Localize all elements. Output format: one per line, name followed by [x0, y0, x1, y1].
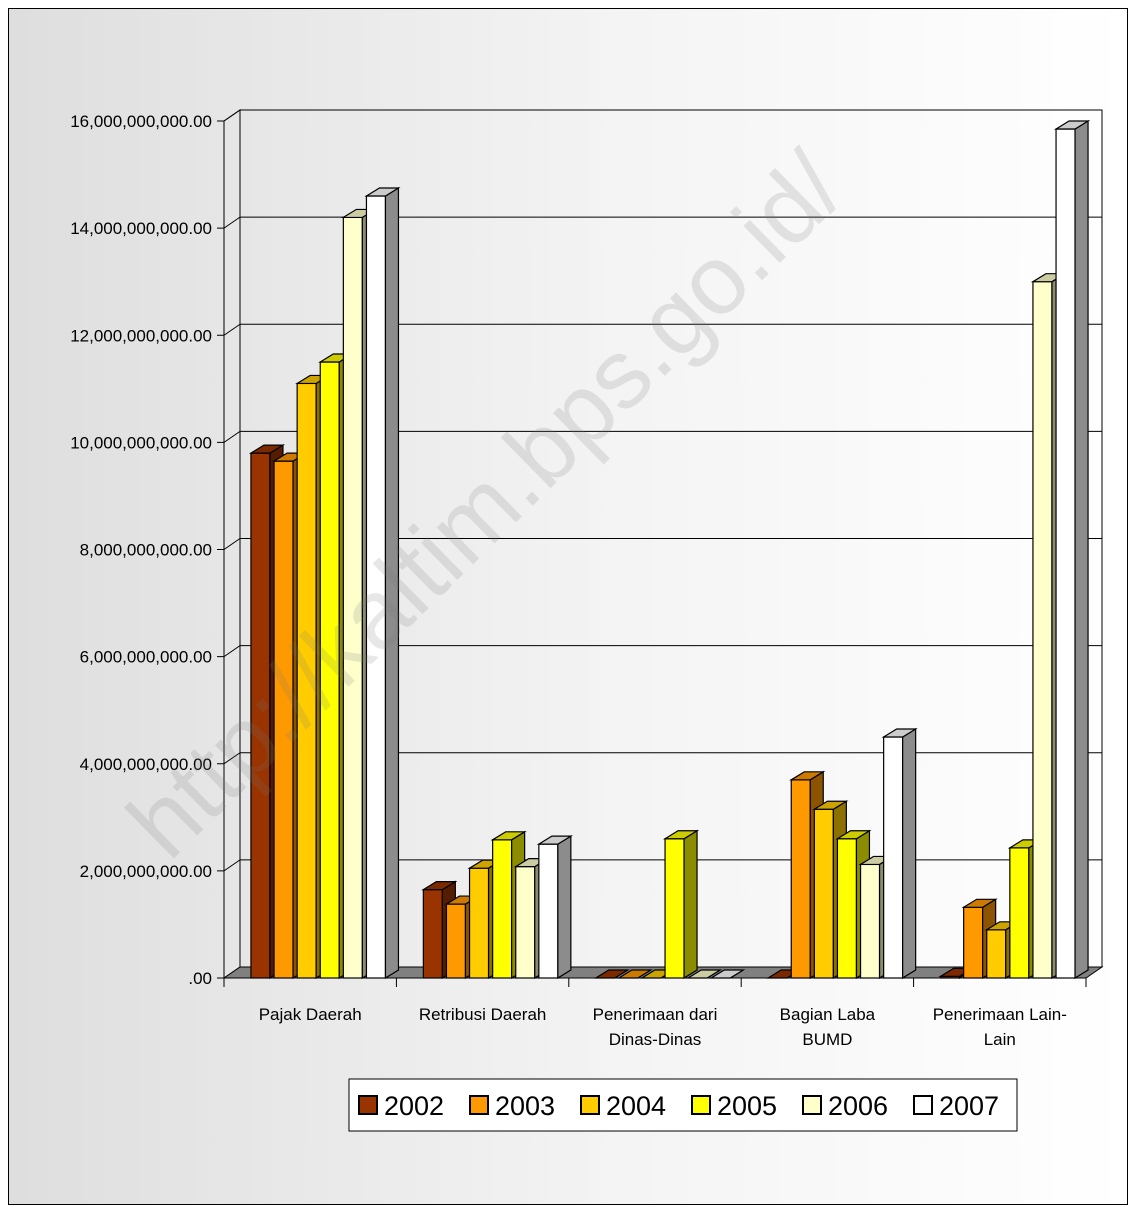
legend-swatch	[469, 1095, 489, 1115]
y-tick-label: 6,000,000,000.00	[80, 648, 212, 667]
bar	[1053, 119, 1091, 980]
bar-front	[986, 929, 1007, 979]
legend-swatch	[691, 1095, 711, 1115]
bar-top	[248, 444, 286, 454]
y-tick-label: 10,000,000,000.00	[70, 433, 212, 452]
bars	[248, 119, 1091, 980]
legend-item: 2002	[358, 1091, 444, 1121]
bar-chart: .00 2,000,000,000.00 4,000,000,000.00 6,000…	[70, 109, 1104, 1132]
bar-front	[883, 736, 904, 979]
bar-front	[1032, 281, 1053, 979]
bar-side	[902, 727, 917, 980]
bar-top	[812, 800, 849, 810]
bar-front	[492, 839, 513, 979]
bar	[881, 727, 918, 980]
bar-front	[468, 867, 490, 979]
category-label: Pajak Daerah	[259, 1005, 362, 1024]
category-label: Penerimaan dari	[593, 1005, 718, 1024]
legend-swatch	[580, 1095, 600, 1115]
bar-front	[1009, 847, 1030, 979]
bar-top	[1053, 120, 1091, 130]
gridline-depth	[223, 859, 241, 872]
bar-front	[859, 863, 881, 979]
category-label: Penerimaan Lain-	[933, 1005, 1067, 1024]
watermark-text: http://kaltim.bps.go.id/	[107, 131, 865, 878]
bar-top	[421, 881, 458, 891]
y-tick-label: 14,000,000,000.00	[70, 219, 212, 238]
bar-front	[422, 889, 443, 979]
category-label: Dinas-Dinas	[609, 1030, 702, 1049]
category-label: Lain	[984, 1030, 1016, 1049]
bar-front	[1055, 128, 1076, 979]
legend-swatch	[358, 1095, 378, 1115]
bar-front	[664, 838, 685, 979]
gridline-depth	[223, 216, 241, 229]
gridline-depth	[223, 752, 241, 765]
legend: 2002 2003 2004 2005 2006 2007	[348, 1078, 1018, 1132]
bar-side	[683, 829, 698, 980]
bar	[536, 835, 573, 980]
y-tick-label: 2,000,000,000.00	[80, 862, 212, 881]
bar-top	[789, 771, 826, 781]
legend-label: 2003	[495, 1091, 555, 1121]
legend-item: 2003	[469, 1091, 555, 1121]
gridline-depth	[223, 645, 241, 658]
watermark: http://kaltim.bps.go.id/	[107, 131, 865, 878]
category-label: Retribusi Daerah	[419, 1005, 547, 1024]
legend-item: 2006	[802, 1091, 888, 1121]
bar-top	[835, 830, 872, 840]
legend-label: 2002	[384, 1091, 444, 1121]
bar-side	[557, 835, 572, 980]
bar	[364, 186, 401, 980]
y-tick-label: 16,000,000,000.00	[70, 112, 212, 131]
bar-side	[1074, 119, 1089, 980]
legend-item: 2004	[580, 1091, 666, 1121]
legend-box	[348, 1078, 1018, 1132]
legend-swatch	[802, 1095, 822, 1115]
legend-swatch	[913, 1095, 933, 1115]
bar-top	[662, 830, 700, 840]
y-tick-label: 4,000,000,000.00	[80, 755, 212, 774]
bar-front	[445, 903, 467, 979]
legend-item: 2005	[691, 1091, 777, 1121]
category-label: Bagian Laba	[780, 1005, 876, 1024]
gridline-depth	[223, 109, 241, 122]
bar-front	[790, 779, 811, 979]
bar-front	[538, 843, 559, 979]
bar-top	[881, 728, 918, 738]
bar-front	[836, 838, 858, 979]
chart-frame: .00 2,000,000,000.00 4,000,000,000.00 6,000…	[8, 8, 1128, 1205]
bar-front	[515, 865, 536, 979]
y-tick-label: 8,000,000,000.00	[80, 541, 212, 560]
bar	[662, 829, 700, 980]
legend-label: 2004	[606, 1091, 666, 1121]
gridline-depth	[223, 430, 241, 443]
legend-item: 2007	[913, 1091, 999, 1121]
bar-top	[490, 831, 527, 841]
legend-label: 2007	[939, 1091, 999, 1121]
bar-front	[813, 808, 834, 979]
y-axis-ticks: .00 2,000,000,000.00 4,000,000,000.00 6,000…	[70, 112, 225, 988]
y-tick-label: 12,000,000,000.00	[70, 326, 212, 345]
gridline-depth	[223, 323, 241, 336]
category-label: BUMD	[802, 1030, 852, 1049]
bar-top	[536, 835, 573, 845]
bar-top	[961, 898, 998, 908]
legend-label: 2005	[717, 1091, 777, 1121]
gridline-depth	[223, 538, 241, 550]
x-axis: Pajak Daerah Retribusi Daerah Penerimaan d…	[223, 977, 1087, 1049]
bar-top	[364, 187, 401, 197]
bar-front	[963, 906, 984, 979]
legend-label: 2006	[828, 1091, 888, 1121]
y-tick-label: .00	[188, 969, 212, 988]
